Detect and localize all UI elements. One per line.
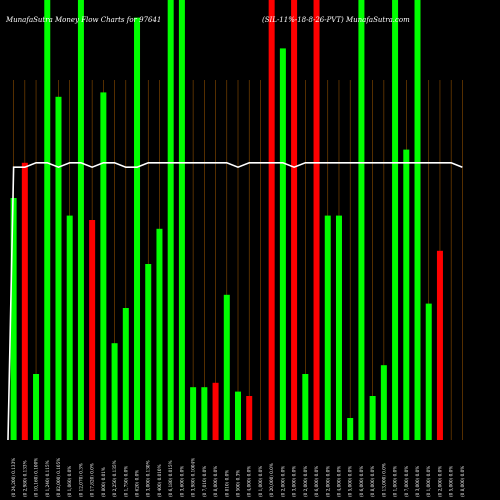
x-tick-label: (0 2,000) 0.0%	[280, 466, 285, 497]
x-tick-label: (0 810) 0.0%	[224, 470, 229, 497]
x-tick-label: (0 8,000) 0.0%	[460, 466, 465, 497]
money-flow-bar	[190, 387, 197, 440]
x-tick-label: (0 7,000) 0.0%	[404, 466, 409, 497]
x-tick-label: (0 1,000) 0.0%	[258, 466, 263, 497]
money-flow-bar	[201, 387, 208, 440]
money-flow-bar	[77, 0, 84, 440]
x-tick-label: (0 10,160) 0.100%	[34, 458, 39, 497]
money-flow-bar	[33, 374, 40, 440]
money-flow-bar	[100, 92, 107, 441]
price-line-group	[7, 162, 463, 441]
money-flow-bar	[55, 96, 62, 441]
x-tick-label: (0 5,000) 0.0%	[348, 466, 353, 497]
x-tick-label: (0 400) 0.010%	[157, 464, 162, 497]
money-flow-bar	[212, 382, 219, 440]
money-flow-bar	[10, 198, 17, 440]
x-tick-label: (0 1,000) 0.0%	[393, 466, 398, 497]
money-flow-bar	[369, 396, 376, 440]
x-tick-label: (0 620) 0.0%	[135, 470, 140, 497]
money-flow-bar	[324, 215, 331, 440]
chart-title-left: MunafaSutra Money Flow Charts for 97641	[5, 16, 161, 24]
money-flow-bar	[134, 17, 141, 440]
money-flow-bar	[313, 0, 320, 440]
price-line	[7, 162, 463, 441]
x-tick-label: (0 1,240) 0.115%	[45, 460, 50, 497]
money-flow-bar	[403, 149, 410, 440]
x-tick-label: (0 7,010) 0.0%	[202, 466, 207, 497]
x-tick-label: (0 5,000) 0.0%	[449, 466, 454, 497]
x-tick-label: (0 3,000) 0.0%	[292, 466, 297, 497]
money-flow-bar	[167, 0, 174, 440]
x-tick-label: (0 8,000) 0.0%	[213, 466, 218, 497]
money-flow-bar	[44, 0, 51, 440]
x-tick-label: (0 20,000) 0.0%	[269, 463, 274, 497]
x-tick-label: (0 1,750) 0.0%	[123, 466, 128, 497]
bars	[10, 0, 443, 441]
money-flow-bar	[223, 294, 230, 440]
money-flow-bar	[358, 0, 365, 440]
money-flow-bar	[302, 374, 309, 440]
money-flow-bar	[279, 48, 286, 441]
x-tick-label: (0 4,000) 0.0%	[247, 466, 252, 497]
x-tick-label: (0 6,000) 0.0%	[359, 466, 364, 497]
money-flow-bar	[122, 308, 129, 440]
x-tick-label: (0 3,980) 0.1004%	[191, 458, 196, 497]
money-flow-bar	[425, 303, 432, 440]
x-tick-label: (0 6,000) 0.0%	[314, 466, 319, 497]
x-tick-label: (0 1,000) 0.0%	[426, 466, 431, 497]
x-tick-label: (0 1,060) 0.0%	[67, 466, 72, 497]
money-flow-bar	[268, 0, 275, 440]
chart-title-right: (SIL-11%-18-8-26-PVT) MunafaSutra.com	[262, 16, 410, 24]
money-flow-bar	[380, 365, 387, 440]
x-tick-label: (0 8,000) 0.0%	[370, 466, 375, 497]
x-tick-label: (0 13,000) 0.0%	[381, 463, 386, 497]
money-flow-bar	[111, 343, 118, 440]
x-tick-label: (0 24,200) 0.133%	[11, 458, 16, 497]
x-tick-label: (0 2,000) 0.0%	[303, 466, 308, 497]
money-flow-bar	[291, 0, 298, 440]
money-flow-bar	[145, 264, 152, 440]
x-tick-label: (0 3,000) 0.130%	[146, 460, 151, 497]
money-flow-bar	[89, 220, 96, 440]
x-tick-label: (0 800) 0.01%	[101, 467, 106, 497]
x-tick-labels: (0 24,200) 0.133% (0 2,980) 0.133% (0 10,1…	[11, 458, 465, 497]
x-tick-label: (0 2,000) 0.0%	[437, 466, 442, 497]
money-flow-bar	[21, 162, 28, 441]
money-flow-bar	[246, 396, 253, 440]
money-flow-bar	[335, 215, 342, 440]
x-tick-label: (0 2,250) 0.135%	[112, 460, 117, 497]
x-tick-label: (0 3,000) 0.0%	[415, 466, 420, 497]
money-flow-bar	[436, 250, 443, 440]
money-flow-bar	[66, 215, 73, 440]
x-tick-label: (0 3,600) 0.0%	[179, 466, 184, 497]
x-tick-label: (0 4,000) 0.0%	[336, 466, 341, 497]
x-tick-label: (0 500) 0.3%	[236, 470, 241, 497]
x-tick-label: (0 6,180) 0.015%	[168, 460, 173, 497]
money-flow-bar	[392, 0, 399, 440]
x-tick-label: (0 12,070) 0.3%	[78, 463, 83, 497]
money-flow-bar	[156, 228, 163, 440]
money-flow-bar	[178, 0, 185, 440]
x-tick-label: (0 17,820) 0.0%	[90, 463, 95, 497]
x-tick-label: (0 82,000) 0.105%	[56, 458, 61, 497]
x-tick-label: (0 2,980) 0.133%	[22, 460, 27, 497]
money-flow-bar	[347, 418, 354, 440]
x-tick-label: (0 2,000) 0.0%	[325, 466, 330, 497]
money-flow-bar	[235, 391, 241, 440]
money-flow-bar	[414, 0, 421, 440]
